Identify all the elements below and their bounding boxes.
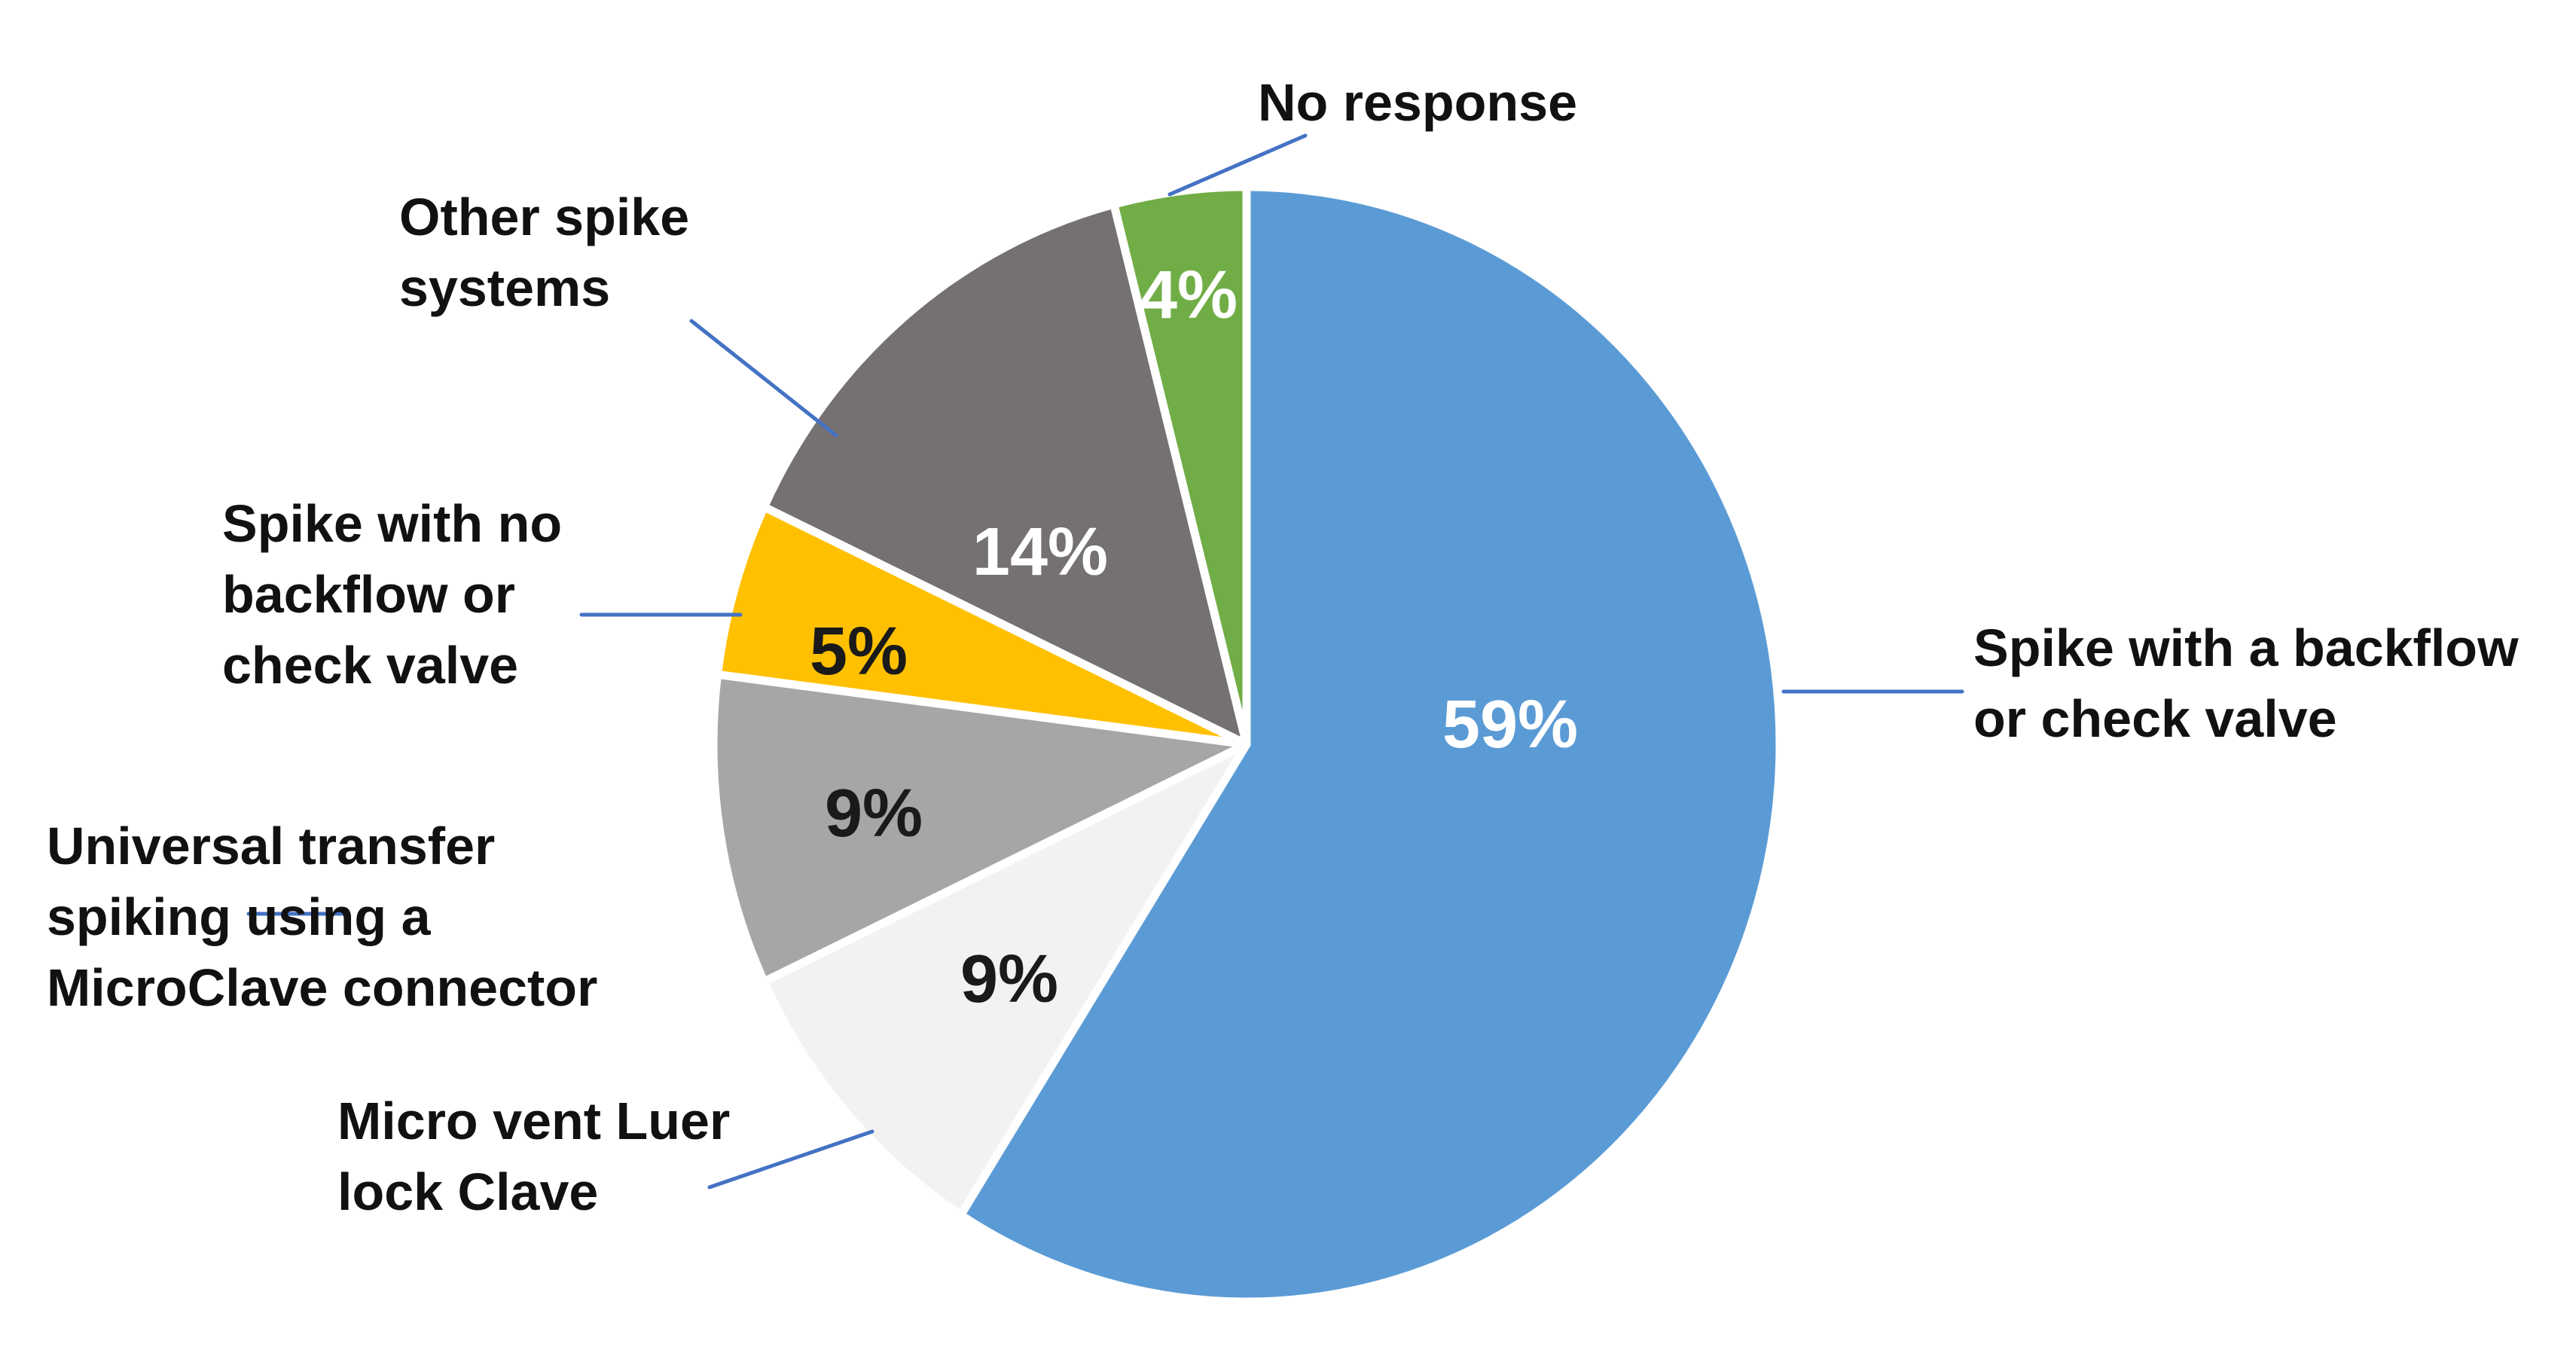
pie-slice-1 [957, 182, 1784, 1306]
percent-label: 9% [825, 776, 923, 851]
percent-label: 4% [1140, 258, 1238, 333]
percent-label: 14% [972, 515, 1108, 590]
pie-slice-5 [759, 200, 1251, 749]
pie-slice-3 [709, 670, 1251, 986]
leader-line [707, 1129, 874, 1190]
pie-slice-4 [713, 502, 1251, 749]
percent-label: 59% [1442, 687, 1578, 762]
percent-label: 5% [810, 614, 908, 689]
pie-slice-2 [759, 740, 1251, 1220]
percent-label: 9% [960, 942, 1058, 1017]
leader-line [1167, 133, 1308, 197]
leader-line [689, 319, 838, 438]
